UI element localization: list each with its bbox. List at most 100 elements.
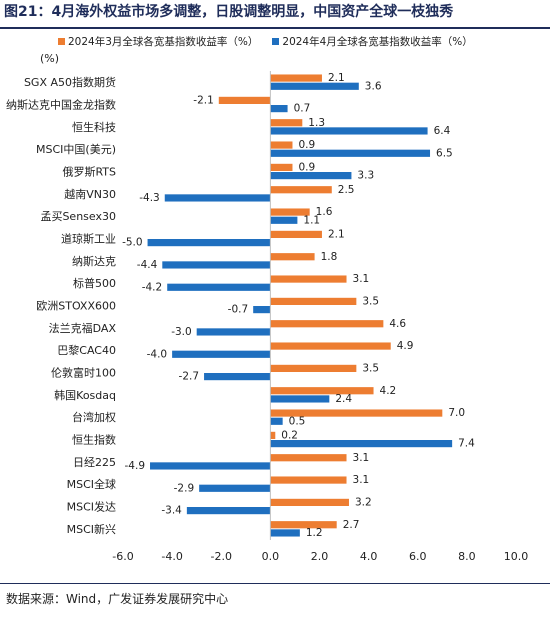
data-label: 2.1: [328, 229, 345, 241]
data-label: 4.6: [389, 318, 406, 330]
data-label: 0.9: [298, 139, 315, 151]
bar-april: [186, 507, 271, 515]
data-label: 3.1: [353, 452, 370, 464]
title-rule: [0, 27, 550, 29]
data-label: 3.1: [353, 474, 370, 486]
category-label: 伦敦富时100: [51, 366, 116, 380]
data-label: 0.9: [298, 162, 315, 174]
bar-march: [270, 476, 347, 484]
bar-march: [270, 342, 391, 350]
bar-march: [270, 409, 443, 417]
category-label: 纳斯达克中国金龙指数: [6, 98, 116, 112]
data-label: 2.1: [328, 72, 345, 84]
data-label: 4.2: [380, 385, 397, 397]
data-label: -3.0: [171, 326, 192, 338]
legend-label-april: 2024年4月全球各宽基指数收益率（%）: [282, 36, 473, 48]
bar-april: [172, 350, 271, 358]
data-label: 3.1: [353, 273, 370, 285]
category-label: 巴黎CAC40: [57, 343, 116, 357]
x-tick-label: 10.0: [504, 550, 529, 563]
unit-label: (%): [40, 52, 60, 65]
bar-march: [270, 74, 322, 82]
legend-item-march: 2024年3月全球各宽基指数收益率（%）: [58, 34, 258, 49]
category-label: 日经225: [73, 456, 116, 469]
bar-april: [270, 105, 288, 113]
bar-april: [253, 306, 271, 314]
legend-item-april: 2024年4月全球各宽基指数收益率（%）: [272, 34, 473, 49]
data-label: -4.3: [139, 192, 160, 204]
category-label: MSCI发达: [67, 500, 116, 514]
legend: 2024年3月全球各宽基指数收益率（%） 2024年4月全球各宽基指数收益率（%…: [58, 34, 473, 49]
data-label: 0.2: [281, 430, 298, 442]
bar-april: [270, 82, 359, 90]
x-tick-label: 6.0: [409, 550, 427, 563]
data-label: 6.5: [436, 147, 453, 159]
data-label: 1.1: [303, 214, 320, 226]
category-label: MSCI新兴: [67, 522, 116, 536]
data-label: 1.6: [316, 206, 333, 218]
bar-march: [270, 521, 337, 529]
data-label: 1.8: [321, 251, 338, 263]
data-label: 2.7: [343, 519, 360, 531]
chart-title: 图21：4月海外权益市场多调整，日股调整明显，中国资产全球一枝独秀: [4, 4, 454, 20]
bar-april: [270, 529, 300, 537]
footer-rule: [0, 583, 550, 584]
bar-april: [204, 373, 271, 381]
data-label: 2.5: [338, 184, 355, 196]
data-label: 3.5: [362, 363, 379, 375]
data-label: 3.6: [365, 80, 382, 92]
bar-march: [270, 498, 349, 506]
x-tick-label: 8.0: [458, 550, 476, 563]
data-label: -2.9: [174, 482, 195, 494]
bar-april: [196, 328, 271, 336]
bar-march: [218, 96, 271, 104]
legend-label-march: 2024年3月全球各宽基指数收益率（%）: [68, 36, 259, 48]
bar-march: [270, 387, 374, 395]
bar-march: [270, 141, 293, 149]
legend-swatch-march: [58, 38, 65, 45]
bar-march: [270, 253, 315, 261]
bar-april: [270, 127, 428, 135]
data-label: -4.9: [125, 460, 146, 472]
category-label: 台湾加权: [72, 410, 116, 424]
bar-march: [270, 320, 384, 328]
legend-swatch-april: [272, 38, 280, 45]
x-tick-label: 0.0: [262, 550, 280, 563]
bar-march: [270, 275, 347, 283]
bar-march: [270, 454, 347, 462]
x-tick-label: -4.0: [161, 550, 182, 563]
bar-march: [270, 208, 310, 216]
bar-march: [270, 364, 357, 372]
data-label: 0.7: [294, 103, 311, 115]
data-label: 1.2: [306, 527, 323, 539]
data-label: -2.1: [193, 95, 214, 107]
data-label: 7.0: [448, 407, 465, 419]
data-label: 7.4: [458, 438, 475, 450]
category-label: 法兰克福DAX: [49, 321, 117, 335]
data-label: -3.4: [161, 505, 182, 517]
bar-april: [167, 283, 271, 291]
category-label: 纳斯达克: [72, 255, 116, 268]
bar-march: [270, 119, 303, 127]
category-label: 恒生科技: [72, 120, 116, 134]
bar-april: [162, 261, 271, 269]
source-note: 数据来源：Wind，广发证券发展研究中心: [6, 592, 229, 606]
category-label: MSCI中国(美元): [36, 143, 116, 156]
bar-april: [150, 462, 271, 470]
bar-march: [270, 230, 322, 238]
bar-april: [270, 216, 298, 224]
category-label: SGX A50指数期货: [24, 75, 116, 89]
category-label: 俄罗斯RTS: [62, 166, 116, 179]
x-tick-label: 2.0: [311, 550, 329, 563]
bar-april: [199, 484, 271, 492]
bar-april: [164, 194, 271, 202]
bar-march: [270, 163, 293, 171]
data-label: -4.0: [147, 348, 168, 360]
data-label: 1.3: [308, 117, 325, 129]
data-label: 2.4: [335, 393, 352, 405]
category-label: 韩国Kosdaq: [54, 388, 116, 402]
bar-march: [270, 186, 332, 194]
category-label: 恒生指数: [72, 433, 116, 447]
x-tick-label: -2.0: [211, 550, 232, 563]
data-label: -2.7: [179, 371, 200, 383]
